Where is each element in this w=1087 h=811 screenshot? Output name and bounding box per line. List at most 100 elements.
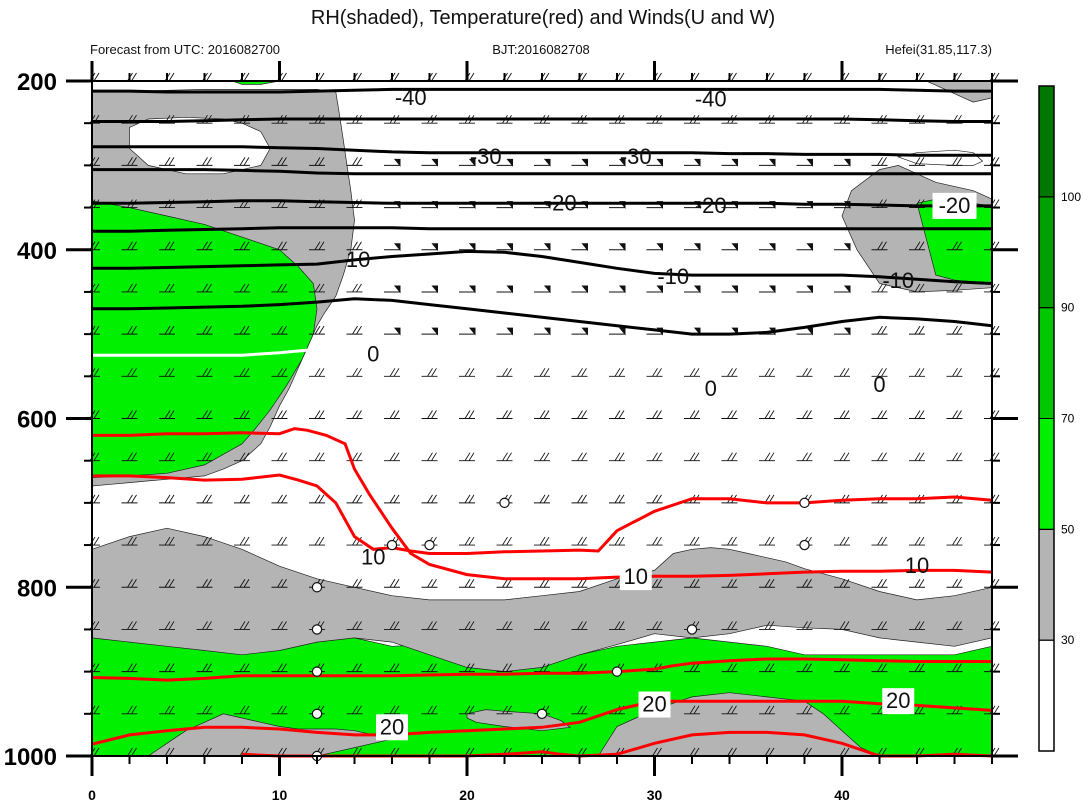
- wind-barb-7-8: [384, 368, 400, 377]
- wind-barb-9-8: [384, 452, 400, 462]
- wind-barb-9-14: [609, 452, 625, 462]
- wind-barb-7-3: [196, 368, 213, 377]
- wind-barb-4-23: [946, 241, 963, 251]
- wind-barb-12-12: [534, 579, 550, 588]
- wind-barb-2-4: [234, 157, 250, 166]
- wind-barb-14-21: [871, 663, 888, 673]
- wind-barb-7-23: [946, 368, 963, 377]
- wind-barb-5-16: [684, 285, 701, 294]
- contour-label-12: 0: [873, 372, 885, 397]
- wind-barb-5-4: [234, 283, 250, 293]
- wind-barb-2-5: [271, 157, 288, 166]
- wind-barb-8-20: [834, 410, 850, 419]
- wind-barb-14-7: [346, 663, 363, 673]
- wind-barb-12-21: [871, 579, 888, 588]
- wind-barb-6-21: [871, 325, 888, 335]
- contour-label-10: 0: [367, 341, 379, 366]
- wind-barb-4-17: [721, 243, 738, 252]
- wind-barb-9-11: [496, 452, 513, 462]
- wind-barb-8-5: [271, 410, 288, 419]
- wind-barb-15-1: [121, 705, 138, 715]
- black-isotherm-7: [92, 297, 993, 336]
- wind-barb-15-8: [384, 705, 400, 715]
- wind-barb-2-10: [459, 158, 476, 167]
- contour-label-8: -10: [657, 264, 689, 289]
- colorbar-bin-1: [1038, 528, 1055, 641]
- wind-barb-4-1: [121, 241, 138, 251]
- wind-barb-15-3: [196, 705, 213, 715]
- wind-barb-11-10: [459, 536, 475, 546]
- wind-barb-5-17: [721, 285, 738, 294]
- wind-barb-5-19: [796, 285, 813, 294]
- contour-label-5: -20: [695, 193, 727, 218]
- wind-barb-11-15: [646, 536, 663, 546]
- wind-barb-5-18: [759, 285, 776, 294]
- rh-region-mid-gray-band: [91, 527, 993, 672]
- x-tick-label-4: 40: [834, 787, 850, 803]
- wind-barb-12-17: [721, 579, 738, 588]
- wind-barb-13-19: [796, 621, 813, 630]
- wind-barb-9-17: [721, 452, 738, 462]
- wind-barb-2-9: [421, 158, 438, 167]
- wind-barb-10-12: [534, 494, 550, 504]
- wind-barb-9-22: [909, 452, 925, 462]
- wind-barb-12-5: [271, 579, 288, 588]
- wind-barb-7-4: [234, 368, 250, 377]
- wind-barb-5-2: [159, 283, 175, 293]
- wind-barb-13-3: [196, 621, 213, 630]
- wind-barb-13-22: [909, 621, 925, 630]
- wind-barb-5-1: [121, 283, 138, 293]
- wind-barb-15-11: [496, 705, 513, 715]
- wind-barb-12-10: [459, 579, 475, 588]
- wind-barb-15-18: [759, 705, 775, 715]
- wind-barb-2-6: [309, 157, 325, 166]
- contour-label-box-17: [638, 691, 671, 718]
- wind-barb-12-7: [346, 579, 363, 588]
- wind-barb-15-7: [346, 705, 363, 715]
- wind-barb-15-10: [459, 705, 475, 715]
- black-isotherm-3: [92, 168, 992, 176]
- wind-barb-14-18: [759, 663, 775, 673]
- wind-barb-8-9: [421, 410, 438, 419]
- contour-label-16: 20: [380, 714, 404, 739]
- wind-barb-14-5: [271, 663, 288, 673]
- wind-barb-13-5: [271, 621, 288, 630]
- x-tick-label-2: 20: [459, 787, 475, 803]
- calm-circle-7: [686, 624, 698, 635]
- wind-barb-7-9: [421, 368, 438, 377]
- wind-barb-10-6: [309, 494, 325, 504]
- wind-barb-11-21: [871, 536, 888, 546]
- wind-barb-7-14: [609, 368, 625, 377]
- wind-barb-11-16: [684, 536, 700, 546]
- colorbar-layer: 30 50 70 90 100: [1038, 85, 1081, 752]
- colorbar-label-0: 30: [1061, 633, 1075, 647]
- wind-barb-6-7: [346, 325, 363, 335]
- wind-barb-13-21: [871, 621, 888, 630]
- wind-barb-5-12: [534, 285, 551, 294]
- wind-barb-2-11: [496, 158, 513, 167]
- wind-barb-6-5: [271, 325, 288, 335]
- wind-barb-12-22: [909, 579, 925, 588]
- wind-barb-11-22: [909, 536, 925, 546]
- wind-barb-11-3: [196, 536, 213, 546]
- wind-barb-2-1: [121, 157, 138, 166]
- forecast-subtitle: Forecast from UTC: 2016082700: [90, 42, 280, 57]
- wind-barb-2-12: [534, 158, 551, 167]
- wind-barb-4-13: [571, 243, 588, 252]
- wind-barb-12-8: [384, 579, 400, 588]
- wind-barb-15-19: [796, 705, 813, 715]
- wind-barb-8-13: [571, 410, 588, 419]
- wind-barb-6-20: [834, 327, 851, 336]
- wind-barb-8-2: [159, 410, 175, 419]
- temperature-contour-5: [92, 347, 318, 357]
- y-tick-label-1: 400: [17, 238, 57, 265]
- wind-barb-9-6: [309, 452, 325, 462]
- wind-barb-9-23: [946, 452, 963, 462]
- calm-circle-11: [536, 708, 548, 720]
- wind-barb-9-20: [834, 452, 850, 462]
- wind-barb-8-18: [759, 410, 775, 419]
- wind-barb-11-23: [946, 536, 963, 546]
- wind-barb-13-14: [609, 621, 625, 630]
- wind-barb-9-21: [871, 452, 888, 462]
- calm-circle-3: [424, 539, 435, 551]
